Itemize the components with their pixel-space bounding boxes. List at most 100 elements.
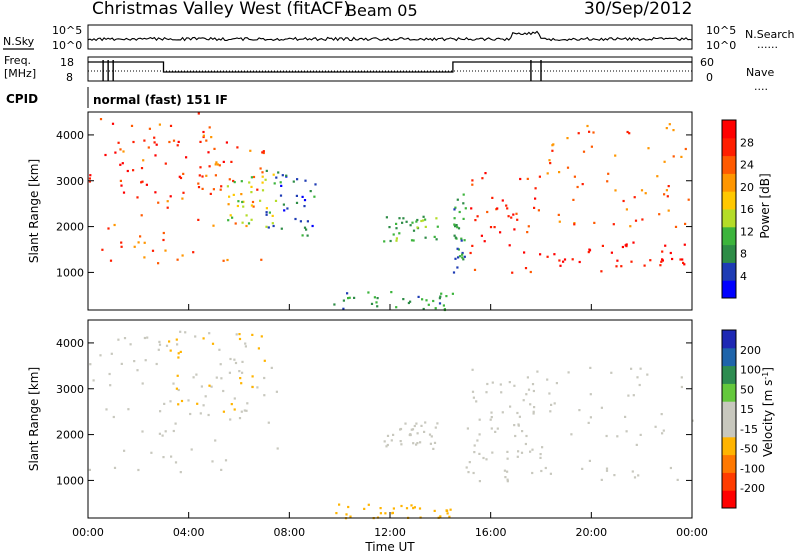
scatter-cell: [458, 210, 461, 214]
scatter-cell: [242, 200, 245, 203]
scatter-cell: [174, 461, 178, 464]
scatter-cell: [146, 336, 149, 339]
scatter-cell: [99, 118, 103, 121]
scatter-cell: [214, 439, 217, 442]
scatter-cell: [482, 456, 485, 460]
scatter-cell: [367, 503, 370, 506]
scatter-cell: [684, 222, 687, 225]
scatter-cell: [691, 419, 694, 422]
scatter-cell: [452, 271, 456, 274]
scatter-cell: [389, 239, 392, 243]
scatter-cell: [680, 155, 683, 158]
scatter-cell: [456, 266, 459, 269]
scatter-cell: [202, 130, 205, 134]
scatter-cell: [683, 243, 686, 246]
scatter-cell: [518, 415, 521, 418]
scatter-cell: [244, 345, 247, 348]
scatter-cell: [508, 244, 511, 247]
scatter-cell: [524, 267, 528, 270]
scatter-cell: [169, 349, 172, 352]
scatter-cell: [460, 239, 463, 242]
scatter-cell: [454, 257, 457, 260]
scatter-cell: [123, 449, 126, 452]
scatter-cell: [214, 163, 217, 166]
scatter-cell: [557, 213, 560, 216]
scatter-cell: [409, 433, 412, 437]
scatter-cell: [261, 181, 264, 184]
scatter-cell: [656, 175, 659, 178]
scatter-cell: [155, 362, 158, 366]
scatter-cell: [304, 179, 307, 182]
scatter-cell: [531, 448, 534, 451]
scatter-cell: [197, 182, 200, 185]
x-tick-label: 04:00: [173, 526, 205, 539]
scatter-cell: [114, 151, 117, 154]
scatter-cell: [610, 371, 613, 374]
scatter-cell: [505, 204, 508, 207]
colorbar-tick-label: 8: [740, 248, 747, 261]
colorbar-tick-label: -15: [740, 423, 758, 436]
scatter-cell: [400, 504, 403, 508]
scatter-cell: [139, 235, 142, 238]
scatter-cell: [163, 402, 166, 405]
scatter-cell: [483, 240, 486, 243]
scatter-cell: [120, 362, 123, 365]
frequency-spikes: [102, 60, 542, 81]
scatter-cell: [489, 418, 492, 421]
scatter-cell: [581, 467, 584, 470]
scatter-cell: [144, 359, 147, 362]
scatter-cell: [208, 384, 211, 387]
scatter-cell: [101, 248, 104, 251]
colorbar-frame: [721, 119, 737, 299]
scatter-cell: [252, 175, 256, 179]
colorbar-segment: [722, 383, 736, 402]
scatter-cell: [676, 478, 679, 481]
scatter-cell: [546, 378, 549, 381]
scatter-cell: [227, 219, 230, 222]
scatter-cell: [506, 478, 509, 481]
scatter-cell: [432, 447, 435, 450]
scatter-cell: [263, 376, 266, 380]
scatter-cell: [411, 221, 414, 224]
scatter-cell: [398, 217, 401, 220]
noise-tick-bottom-left: 10^0: [52, 39, 82, 52]
scatter-cell: [659, 264, 662, 267]
scatter-cell: [405, 220, 408, 223]
scatter-cell: [399, 427, 403, 431]
scatter-cell: [243, 409, 246, 412]
scatter-cell: [449, 508, 452, 511]
scatter-cell: [274, 199, 278, 202]
scatter-cell: [229, 357, 232, 361]
velocity-ylabel: Slant Range [km]: [27, 367, 41, 471]
scatter-cell: [143, 256, 146, 259]
scatter-cell: [132, 169, 135, 172]
scatter-cell: [402, 298, 405, 301]
scatter-cell: [388, 226, 391, 229]
scatter-cell: [117, 141, 120, 144]
scatter-cell: [473, 268, 477, 271]
scatter-cell: [491, 196, 494, 199]
scatter-cell: [605, 469, 609, 472]
scatter-cell: [211, 342, 215, 345]
scatter-cell: [174, 422, 177, 425]
scatter-cell: [684, 147, 687, 151]
scatter-cell: [143, 139, 146, 142]
scatter-cell: [251, 200, 255, 204]
scatter-cell: [587, 251, 590, 254]
scatter-cell: [481, 177, 484, 180]
scatter-cell: [627, 394, 630, 397]
scatter-cell: [141, 180, 144, 183]
scatter-cell: [241, 371, 244, 374]
scatter-cell: [133, 245, 136, 248]
scatter-cell: [506, 470, 509, 473]
colorbar-segment: [722, 330, 736, 349]
scatter-cell: [250, 176, 253, 179]
scatter-cell: [412, 442, 415, 445]
scatter-cell: [141, 382, 144, 385]
x-axis-label: Time UT: [364, 540, 415, 554]
scatter-cell: [588, 459, 591, 462]
scatter-cell: [250, 204, 253, 207]
scatter-cell: [204, 395, 207, 398]
scatter-cell: [237, 200, 240, 203]
x-tick-label: 12:00: [374, 526, 406, 539]
